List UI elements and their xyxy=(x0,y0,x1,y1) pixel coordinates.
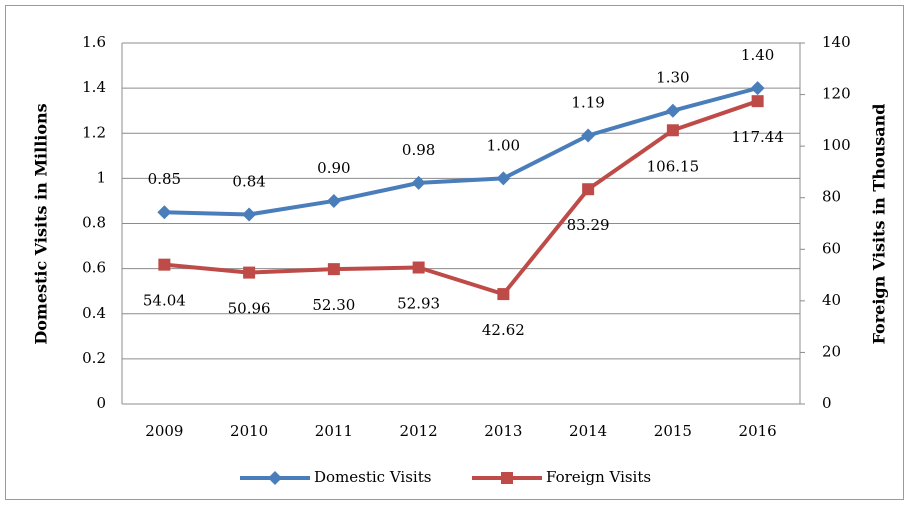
y-tick-label: 1.2 xyxy=(82,123,106,141)
point-marker xyxy=(665,103,680,118)
x-tick-label: 2012 xyxy=(400,422,438,440)
point-marker xyxy=(411,175,426,190)
x-tick-label: 2016 xyxy=(739,422,777,440)
y-tick-label: 0.4 xyxy=(82,304,106,322)
y-tick-label: 0 xyxy=(96,394,106,412)
y2-axis-title: Foreign Visits in Thousand xyxy=(870,104,889,345)
point-marker xyxy=(751,95,764,108)
data-label: 106.15 xyxy=(647,157,700,175)
y2-tick-label: 60 xyxy=(822,239,841,257)
data-label: 83.29 xyxy=(567,216,610,234)
data-label: 0.90 xyxy=(317,159,350,177)
data-label: 1.19 xyxy=(571,94,604,112)
legend-marker xyxy=(268,471,282,485)
point-marker xyxy=(157,205,172,220)
point-marker xyxy=(326,193,341,208)
point-marker xyxy=(497,288,510,301)
x-tick-label: 2009 xyxy=(145,422,183,440)
point-marker xyxy=(581,128,596,143)
data-label: 50.96 xyxy=(228,300,271,318)
y-axis-title: Domestic Visits in Millions xyxy=(32,103,51,344)
y-tick-label: 0.2 xyxy=(82,349,106,367)
y2-tick-label: 140 xyxy=(822,33,851,51)
x-tick-label: 2014 xyxy=(569,422,607,440)
y2-tick-label: 120 xyxy=(822,85,851,103)
y-tick-label: 1.4 xyxy=(82,78,106,96)
legend-label: Domestic Visits xyxy=(314,468,431,486)
data-label: 42.62 xyxy=(482,321,525,339)
x-tick-label: 2015 xyxy=(654,422,692,440)
data-label: 0.84 xyxy=(232,172,265,190)
point-marker xyxy=(666,124,679,137)
point-marker xyxy=(412,261,425,274)
y-tick-label: 1.6 xyxy=(82,33,106,51)
y2-tick-label: 20 xyxy=(822,342,841,360)
point-marker xyxy=(496,171,511,186)
legend-label: Foreign Visits xyxy=(546,468,651,486)
data-label: 1.00 xyxy=(487,136,520,154)
y2-tick-label: 40 xyxy=(822,291,841,309)
data-label: 1.40 xyxy=(741,46,774,64)
y-tick-label: 0.8 xyxy=(82,214,106,232)
point-marker xyxy=(243,266,256,279)
point-marker xyxy=(582,183,595,196)
x-tick-label: 2013 xyxy=(484,422,522,440)
data-label: 54.04 xyxy=(143,292,186,310)
x-tick-label: 2011 xyxy=(315,422,353,440)
data-label: 117.44 xyxy=(731,128,784,146)
data-label: 0.85 xyxy=(148,170,181,188)
legend-marker xyxy=(501,472,513,484)
y-tick-label: 0.6 xyxy=(82,259,106,277)
data-label: 52.93 xyxy=(397,295,440,313)
y2-tick-label: 100 xyxy=(822,136,851,154)
point-marker xyxy=(750,81,765,96)
data-label: 52.30 xyxy=(312,296,355,314)
point-marker xyxy=(158,258,171,271)
point-marker xyxy=(242,207,257,222)
chart-border xyxy=(5,5,904,500)
data-label: 0.98 xyxy=(402,141,435,159)
series-line xyxy=(164,86,759,217)
data-label: 1.30 xyxy=(656,69,689,87)
y2-tick-label: 80 xyxy=(822,188,841,206)
point-marker xyxy=(327,263,340,276)
x-tick-label: 2010 xyxy=(230,422,268,440)
series-line xyxy=(164,99,759,297)
y2-tick-label: 0 xyxy=(822,394,832,412)
y-tick-label: 1 xyxy=(96,168,106,186)
